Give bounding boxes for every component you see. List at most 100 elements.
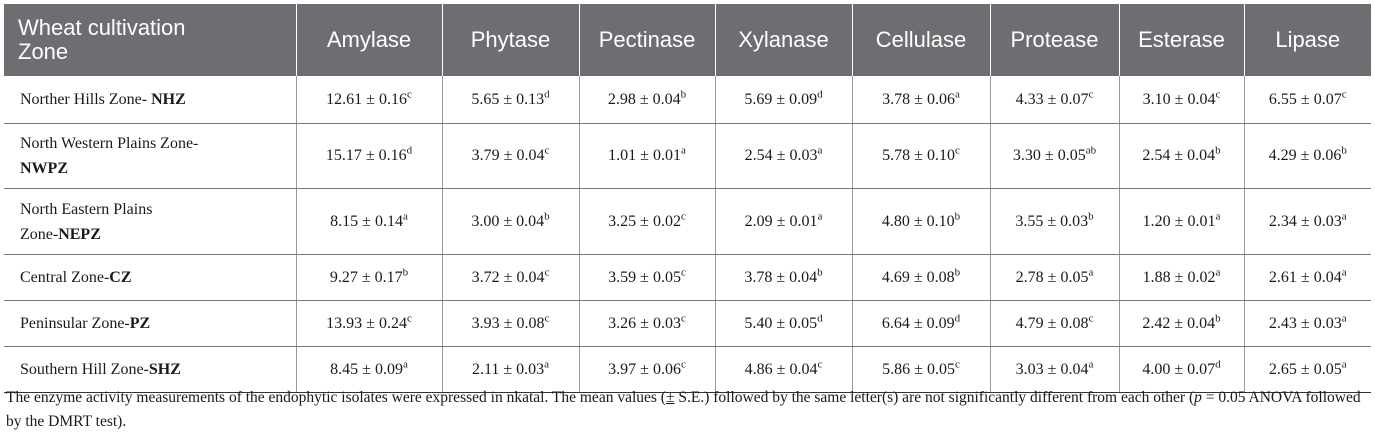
significance-letter: b <box>544 210 550 223</box>
zone-abbreviation: CZ <box>109 269 132 286</box>
significance-letter: b <box>1215 144 1221 157</box>
header-amylase: Amylase <box>296 4 443 76</box>
value-cell: 4.29 ± 0.06b <box>1244 123 1371 189</box>
mean-se-value: 5.40 ± 0.05 <box>744 314 818 332</box>
table-row: North Eastern Plains Zone-NEPZ 8.15 ± 0.14… <box>4 188 1371 255</box>
value-cell: 3.03 ± 0.04a <box>990 346 1120 393</box>
value-cell: 3.55 ± 0.03b <box>990 188 1120 255</box>
mean-se-value: 4.00 ± 0.07 <box>1142 360 1216 378</box>
mean-se-value: 4.29 ± 0.06 <box>1268 147 1342 164</box>
significance-letter: c <box>680 358 686 371</box>
value-cell: 2.65 ± 0.05a <box>1244 346 1371 393</box>
significance-letter: b <box>1215 312 1221 325</box>
mean-se-value: 6.64 ± 0.09 <box>881 314 955 332</box>
zone-cell: North Western Plains Zone- NWPZ <box>4 123 297 189</box>
table-body: Norther Hills Zone- NHZ 12.61 ± 0.16c 5.65… <box>4 76 1371 393</box>
zone-cell: Southern Hill Zone-SHZ <box>4 346 297 393</box>
value-cell: 3.25 ± 0.02c <box>579 188 716 255</box>
significance-letter: c <box>680 312 686 325</box>
value-cell: 2.42 ± 0.04b <box>1119 300 1245 347</box>
value-cell: 3.10 ± 0.04c <box>1119 76 1245 124</box>
mean-se-value: 3.97 ± 0.06 <box>608 360 681 378</box>
header-phytase: Phytase <box>442 4 580 76</box>
significance-letter: a <box>1215 266 1221 279</box>
header-protease: Protease <box>990 4 1120 76</box>
significance-letter: c <box>954 144 960 157</box>
significance-letter: b <box>402 266 409 279</box>
mean-se-value: 5.69 ± 0.09 <box>744 90 818 108</box>
value-cell: 4.00 ± 0.07d <box>1119 346 1245 393</box>
mean-se-value: 3.30 ± 0.05 <box>1012 147 1086 164</box>
table-row: North Western Plains Zone- NWPZ 15.17 ± 0.… <box>4 123 1371 189</box>
zone-label: Peninsular Zone- <box>20 315 130 332</box>
mean-se-value: 3.78 ± 0.06 <box>882 90 955 108</box>
significance-letter: c <box>1341 88 1347 101</box>
value-cell: 2.09 ± 0.01a <box>715 188 853 255</box>
zone-abbreviation: PZ <box>129 315 151 332</box>
value-cell: 3.72 ± 0.04c <box>442 254 580 301</box>
header-lipase: Lipase <box>1244 4 1371 76</box>
mean-se-value: 8.15 ± 0.14 <box>330 212 403 230</box>
value-cell: 4.69 ± 0.08b <box>852 254 991 301</box>
significance-letter: a <box>1341 266 1347 279</box>
mean-se-value: 5.78 ± 0.10 <box>882 147 955 164</box>
mean-se-value: 3.72 ± 0.04 <box>471 268 545 286</box>
value-cell: 3.59 ± 0.05c <box>579 254 716 301</box>
mean-se-value: 3.00 ± 0.04 <box>471 212 545 230</box>
significance-letter: a <box>1088 358 1094 371</box>
zone-abbreviation: NHZ <box>151 91 186 108</box>
mean-se-value: 2.09 ± 0.01 <box>744 212 818 230</box>
mean-se-value: 2.43 ± 0.03 <box>1268 314 1342 332</box>
mean-se-value: 2.65 ± 0.05 <box>1268 360 1342 378</box>
value-cell: 2.54 ± 0.03a <box>715 123 853 189</box>
mean-se-value: 8.45 ± 0.09 <box>330 360 403 378</box>
mean-se-value: 3.25 ± 0.02 <box>608 212 681 230</box>
significance-letter: d <box>544 88 550 101</box>
mean-se-value: 4.86 ± 0.04 <box>744 360 818 378</box>
zone-abbreviation: NWPZ <box>20 160 68 177</box>
header-zone: Wheat cultivation Zone <box>4 4 297 76</box>
value-cell: 6.64 ± 0.09d <box>852 300 991 347</box>
enzyme-activity-table: Wheat cultivation Zone Amylase Phytase Pe… <box>4 4 1371 393</box>
value-cell: 2.34 ± 0.03a <box>1244 188 1371 255</box>
significance-letter: b <box>954 210 961 223</box>
value-cell: 5.40 ± 0.05d <box>715 300 853 347</box>
value-cell: 2.54 ± 0.04b <box>1119 123 1245 189</box>
mean-se-value: 2.11 ± 0.03 <box>471 360 545 378</box>
value-cell: 4.80 ± 0.10b <box>852 188 991 255</box>
value-cell: 2.11 ± 0.03a <box>442 346 580 393</box>
mean-se-value: 4.33 ± 0.07 <box>1015 90 1089 108</box>
zone-cell: Central Zone-CZ <box>4 254 297 301</box>
mean-se-value: 12.61 ± 0.16 <box>326 90 407 108</box>
value-cell: 3.93 ± 0.08c <box>442 300 580 347</box>
table-row: Southern Hill Zone-SHZ 8.45 ± 0.09a 2.11 ±… <box>4 346 1371 393</box>
mean-se-value: 13.93 ± 0.24 <box>326 314 407 332</box>
zone-cell: North Eastern Plains Zone-NEPZ <box>4 188 297 255</box>
significance-letter: b <box>1341 144 1347 157</box>
mean-se-value: 3.79 ± 0.04 <box>471 147 545 164</box>
value-cell: 8.15 ± 0.14a <box>296 188 443 255</box>
mean-se-value: 2.61 ± 0.04 <box>1268 268 1342 286</box>
significance-letter: a <box>680 144 686 157</box>
mean-se-value: 1.20 ± 0.01 <box>1142 212 1216 230</box>
value-cell: 3.78 ± 0.04b <box>715 254 853 301</box>
mean-se-value: 5.86 ± 0.05 <box>882 360 955 378</box>
significance-letter: a <box>544 358 550 371</box>
table-row: Peninsular Zone-PZ 13.93 ± 0.24c 3.93 ± 0.… <box>4 300 1371 347</box>
significance-letter: c <box>544 312 550 325</box>
value-cell: 4.79 ± 0.08c <box>990 300 1120 347</box>
mean-se-value: 4.79 ± 0.08 <box>1015 314 1089 332</box>
significance-letter: c <box>680 266 686 279</box>
value-cell: 1.01 ± 0.01a <box>579 123 716 189</box>
significance-letter: b <box>817 266 823 279</box>
header-esterase: Esterase <box>1119 4 1245 76</box>
value-cell: 3.30 ± 0.05ab <box>990 123 1120 189</box>
significance-letter: a <box>1341 210 1347 223</box>
zone-cell: Norther Hills Zone- NHZ <box>4 76 297 124</box>
significance-letter: c <box>406 88 412 101</box>
value-cell: 3.00 ± 0.04b <box>442 188 580 255</box>
significance-letter: a <box>817 210 823 223</box>
significance-letter: ab <box>1085 144 1097 157</box>
mean-se-value: 2.34 ± 0.03 <box>1268 212 1342 230</box>
value-cell: 3.78 ± 0.06a <box>852 76 991 124</box>
